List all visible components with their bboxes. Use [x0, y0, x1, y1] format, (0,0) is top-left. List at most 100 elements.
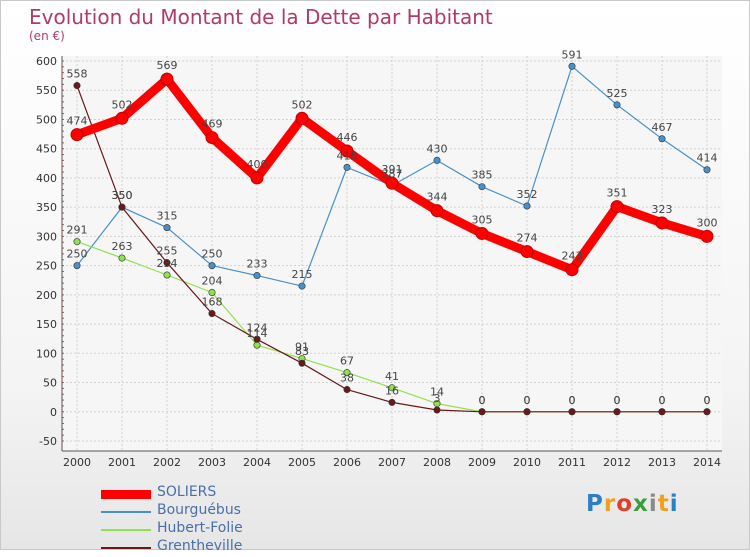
legend-swatch [101, 511, 151, 513]
y-tick-label: 550 [36, 84, 57, 97]
data-label: 250 [67, 248, 88, 261]
legend-label: SOLIERS [157, 484, 217, 500]
x-tick-label: 2007 [378, 456, 406, 469]
data-label: 114 [247, 327, 268, 340]
x-tick-label: 2011 [558, 456, 586, 469]
legend-swatch [101, 490, 151, 499]
data-point [475, 226, 489, 240]
proxiti-logo: Proxiti [586, 491, 679, 517]
data-point [208, 289, 216, 297]
data-point [613, 101, 621, 109]
data-label: 418 [337, 149, 358, 162]
data-label: 502 [292, 98, 313, 111]
data-label: 344 [427, 191, 448, 204]
data-point [433, 406, 441, 414]
data-point [70, 128, 84, 142]
data-point [568, 408, 576, 416]
logo-letter: P [586, 491, 604, 517]
data-point [340, 144, 354, 158]
y-tick-label: 500 [36, 113, 57, 126]
data-label: 0 [479, 394, 486, 407]
data-point [658, 408, 666, 416]
data-label: 305 [472, 213, 493, 226]
data-label: 263 [112, 240, 133, 253]
data-label: 400 [247, 158, 268, 171]
data-point [253, 272, 261, 280]
data-point [163, 271, 171, 279]
logo-letter: x [633, 491, 649, 517]
y-tick-label: 350 [36, 201, 57, 214]
data-label: 352 [517, 188, 538, 201]
data-label: 391 [382, 163, 403, 176]
data-point [343, 386, 351, 394]
data-label: 204 [202, 275, 223, 288]
data-label: 385 [472, 169, 493, 182]
chart-subtitle: (en €) [29, 29, 65, 43]
data-point [250, 171, 264, 185]
data-point [388, 384, 396, 392]
data-label: 83 [295, 345, 309, 358]
logo-letter: i [648, 491, 658, 517]
logo-letter: i [669, 491, 679, 517]
x-tick-label: 2012 [603, 456, 631, 469]
data-point [520, 245, 534, 259]
data-point [298, 282, 306, 290]
data-point [430, 204, 444, 218]
data-point [523, 202, 531, 210]
data-point [253, 335, 261, 343]
data-point [613, 408, 621, 416]
data-label: 0 [704, 394, 711, 407]
data-label: 430 [427, 142, 448, 155]
x-tick-label: 2013 [648, 456, 676, 469]
x-tick-label: 2006 [333, 456, 361, 469]
data-label: 0 [479, 394, 486, 407]
data-point [163, 259, 171, 267]
data-point [163, 224, 171, 232]
data-point [295, 111, 309, 125]
data-label: 124 [247, 321, 268, 334]
data-point [703, 166, 711, 174]
data-label: 274 [517, 232, 538, 245]
y-tick-label: 150 [36, 318, 57, 331]
data-label: 469 [202, 118, 223, 131]
data-point [703, 408, 711, 416]
data-label: 351 [607, 187, 628, 200]
legend-label: Bourguébus [157, 502, 241, 518]
data-point [115, 111, 129, 125]
y-tick-label: 50 [43, 377, 57, 390]
data-label: 446 [337, 131, 358, 144]
data-label: 323 [652, 203, 673, 216]
y-tick-label: 250 [36, 260, 57, 273]
legend-label: Hubert-Folie [157, 520, 243, 536]
legend-swatch [101, 547, 151, 549]
data-label: 350 [112, 189, 133, 202]
data-label: 0 [524, 394, 531, 407]
data-point [343, 163, 351, 171]
x-tick-label: 2000 [63, 456, 91, 469]
data-point [385, 176, 399, 190]
data-label: 558 [67, 68, 88, 81]
data-label: 502 [112, 98, 133, 111]
data-point [700, 229, 714, 243]
x-tick-label: 2002 [153, 456, 181, 469]
data-label: 233 [247, 258, 268, 271]
data-point [208, 262, 216, 270]
data-label: 315 [157, 210, 178, 223]
data-label: 387 [382, 168, 403, 181]
logo-letter: t [657, 491, 670, 517]
y-tick-label: 100 [36, 347, 57, 360]
data-label: 0 [614, 394, 621, 407]
data-label: 525 [607, 87, 628, 100]
x-tick-label: 2004 [243, 456, 271, 469]
y-tick-label: 300 [36, 230, 57, 243]
data-point [118, 254, 126, 262]
data-point [298, 359, 306, 367]
data-label: 474 [67, 115, 88, 128]
data-label: 0 [614, 394, 621, 407]
data-point [478, 183, 486, 191]
data-label: 234 [157, 257, 178, 270]
data-label: 0 [524, 394, 531, 407]
data-point [253, 341, 261, 349]
